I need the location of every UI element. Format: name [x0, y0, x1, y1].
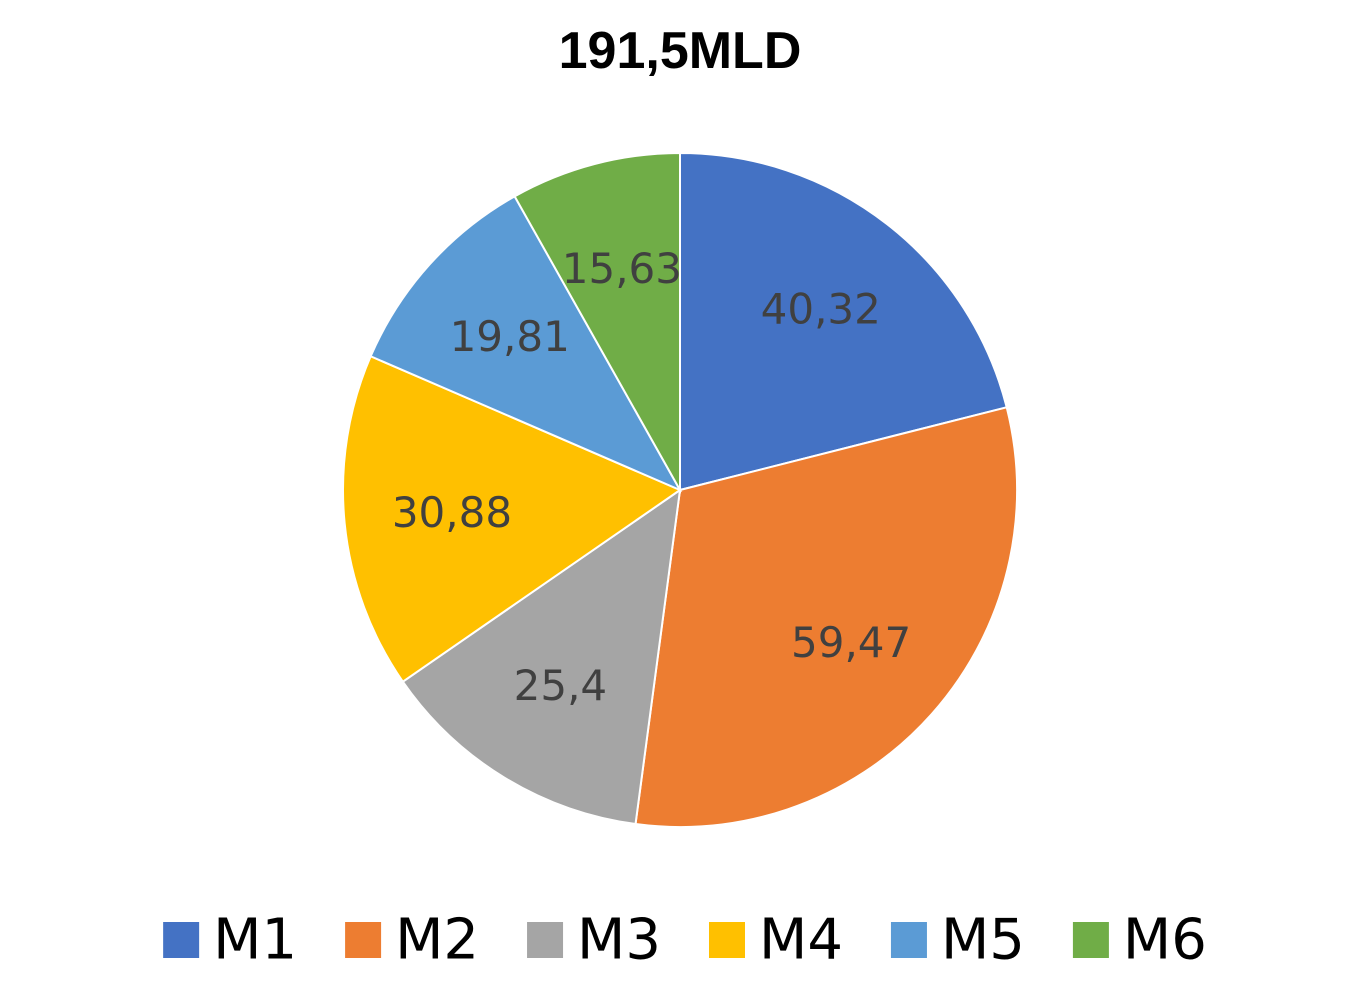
pie-slice-m3: [401, 487, 682, 826]
pie-slice-m4: [342, 354, 683, 684]
legend-label-m6: M6: [1123, 908, 1207, 973]
data-label-m2: 59,47: [791, 618, 911, 667]
pie-data-labels: 40,32 59,47 25,4 30,88 19,81 15,63: [392, 244, 911, 710]
data-label-m5: 19,81: [450, 312, 570, 361]
pie-slices: [342, 151, 1018, 828]
legend-label-m2: M2: [395, 908, 479, 973]
pie-slice-m5: [369, 194, 683, 493]
data-label-m6: 15,63: [562, 244, 682, 293]
data-label-m1: 40,32: [761, 285, 881, 334]
chart-title: 191,5MLD: [559, 22, 802, 80]
legend-label-m4: M4: [759, 908, 843, 973]
legend-swatch-m1: [163, 922, 200, 958]
legend-label-m3: M3: [577, 908, 661, 973]
legend-swatch-m3: [527, 922, 564, 958]
data-label-m3: 25,4: [514, 661, 608, 710]
legend: M1 M2 M3 M4 M5 M6: [163, 908, 1207, 973]
pie-slice-m1: [679, 151, 1008, 492]
legend-swatch-m4: [709, 922, 745, 958]
pie-slice-m2: [634, 406, 1018, 828]
data-label-m4: 30,88: [392, 488, 512, 537]
legend-label-m5: M5: [941, 908, 1025, 973]
pie-slice-m6: [513, 151, 681, 494]
legend-swatch-m6: [1072, 922, 1109, 958]
legend-swatch-m2: [345, 922, 382, 958]
legend-swatch-m5: [890, 922, 927, 958]
legend-label-m1: M1: [213, 908, 297, 973]
